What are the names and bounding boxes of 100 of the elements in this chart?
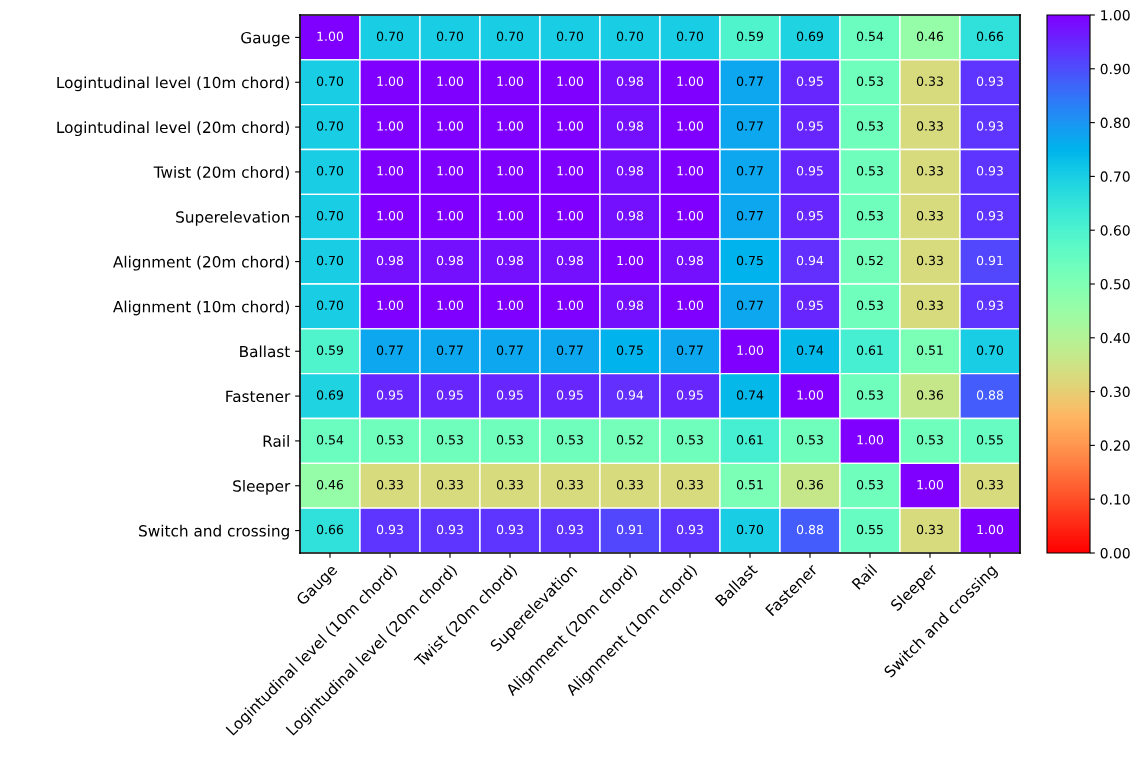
- data-label: 0.69: [316, 390, 344, 400]
- y-tick-label: Alignment (10m chord): [113, 300, 289, 316]
- data-label: 1.00: [797, 390, 824, 400]
- data-label: 0.93: [556, 524, 583, 535]
- data-label: 0.93: [376, 524, 403, 535]
- data-label: 0.77: [736, 166, 763, 176]
- data-label: 0.95: [796, 76, 823, 86]
- data-label: 0.53: [376, 435, 403, 445]
- data-label: 0.70: [316, 166, 344, 176]
- color-bar-label: 0.60: [1100, 225, 1130, 236]
- y-tick-label: Logintudinal level (20m chord): [57, 121, 289, 137]
- data-label: 0.93: [976, 166, 1003, 176]
- data-label: 0.77: [376, 345, 403, 355]
- data-label: 0.95: [796, 121, 823, 131]
- data-label: 0.70: [436, 31, 464, 42]
- data-label: 0.77: [556, 345, 583, 355]
- data-label: 1.00: [497, 121, 524, 131]
- data-label: 0.59: [316, 345, 344, 355]
- data-label: 0.46: [316, 479, 344, 490]
- data-label: 0.69: [796, 31, 824, 42]
- data-label: 0.95: [556, 390, 583, 400]
- data-label: 0.77: [676, 345, 703, 355]
- data-label: 0.70: [316, 210, 344, 221]
- data-label: 0.94: [616, 390, 644, 400]
- data-label: 0.95: [436, 390, 463, 400]
- data-label: 1.00: [437, 121, 464, 131]
- data-label: 0.75: [616, 345, 643, 355]
- data-label: 0.33: [916, 166, 943, 176]
- data-label: 0.70: [976, 345, 1004, 355]
- data-label: 0.53: [556, 435, 583, 445]
- color-bar-label: 0.30: [1100, 386, 1130, 398]
- data-label: 0.91: [976, 255, 1003, 266]
- y-tick-label: Superelevation: [176, 210, 289, 226]
- data-label: 0.33: [436, 479, 463, 490]
- data-label: 0.54: [856, 31, 884, 42]
- data-label: 0.33: [616, 479, 643, 490]
- data-label: 0.95: [796, 210, 823, 221]
- data-label: 1.00: [497, 76, 524, 86]
- data-label: 0.70: [556, 31, 584, 42]
- data-label: 0.61: [856, 345, 883, 355]
- color-bar-label: 0.10: [1100, 494, 1130, 505]
- data-label: 1.00: [377, 300, 404, 311]
- data-label: 0.93: [976, 76, 1003, 86]
- data-label: 0.74: [736, 390, 764, 400]
- data-label: 0.93: [496, 524, 523, 535]
- data-label: 0.77: [496, 345, 523, 355]
- y-tick-label: Rail: [263, 435, 289, 447]
- data-label: 1.00: [497, 300, 524, 311]
- data-label: 1.00: [557, 121, 584, 131]
- data-label: 1.00: [677, 121, 704, 131]
- data-label: 1.00: [677, 210, 704, 221]
- data-label: 0.36: [796, 479, 824, 490]
- data-label: 1.00: [617, 255, 644, 266]
- data-label: 0.51: [916, 345, 943, 355]
- data-label: 1.00: [317, 31, 344, 42]
- data-label: 0.70: [376, 31, 404, 42]
- data-label: 1.00: [377, 76, 404, 86]
- data-label: 1.00: [677, 166, 704, 176]
- color-bar-label: 0.40: [1100, 332, 1130, 344]
- data-label: 0.33: [676, 479, 703, 490]
- data-label: 0.33: [916, 524, 943, 535]
- data-label: 1.00: [437, 210, 464, 221]
- data-label: 1.00: [737, 345, 764, 355]
- data-label: 1.00: [437, 166, 464, 176]
- data-label: 0.66: [976, 31, 1004, 42]
- data-label: 0.98: [616, 300, 644, 311]
- data-label: 0.66: [316, 524, 344, 535]
- data-label: 0.77: [736, 76, 763, 86]
- data-label: 1.00: [497, 166, 524, 176]
- data-label: 0.53: [856, 166, 883, 176]
- data-label: 1.00: [497, 210, 524, 221]
- data-label: 0.52: [856, 255, 883, 266]
- y-tick-label: Alignment (20m chord): [113, 255, 289, 271]
- data-label: 0.53: [676, 435, 703, 445]
- data-label: 1.00: [557, 76, 584, 86]
- data-label: 0.91: [616, 524, 643, 535]
- data-label: 0.53: [496, 435, 523, 445]
- data-label: 0.88: [796, 524, 824, 535]
- data-label: 0.98: [616, 166, 644, 176]
- data-label: 0.75: [736, 255, 763, 266]
- data-label: 0.77: [736, 121, 763, 131]
- y-tick-label: Gauge: [241, 31, 290, 47]
- color-bar-label: 1.00: [1101, 9, 1130, 21]
- data-label: 0.98: [616, 121, 644, 131]
- y-tick-label: Switch and crossing: [139, 524, 289, 540]
- data-label: 1.00: [437, 300, 464, 311]
- data-label: 0.70: [616, 31, 644, 42]
- data-label: 0.93: [976, 300, 1003, 311]
- data-label: 0.70: [316, 121, 344, 131]
- data-label: 0.98: [616, 76, 644, 86]
- data-label: 0.95: [796, 300, 823, 311]
- data-label: 0.95: [796, 166, 823, 176]
- color-bar-label: 0.50: [1100, 278, 1130, 290]
- data-label: 0.98: [616, 210, 644, 221]
- data-label: 0.53: [796, 435, 823, 445]
- data-label: 0.46: [916, 31, 944, 42]
- data-label: 0.88: [976, 390, 1004, 400]
- data-label: 0.70: [676, 31, 704, 42]
- y-tick-label: Logintudinal level (10m chord): [57, 76, 289, 92]
- data-label: 0.77: [736, 210, 763, 221]
